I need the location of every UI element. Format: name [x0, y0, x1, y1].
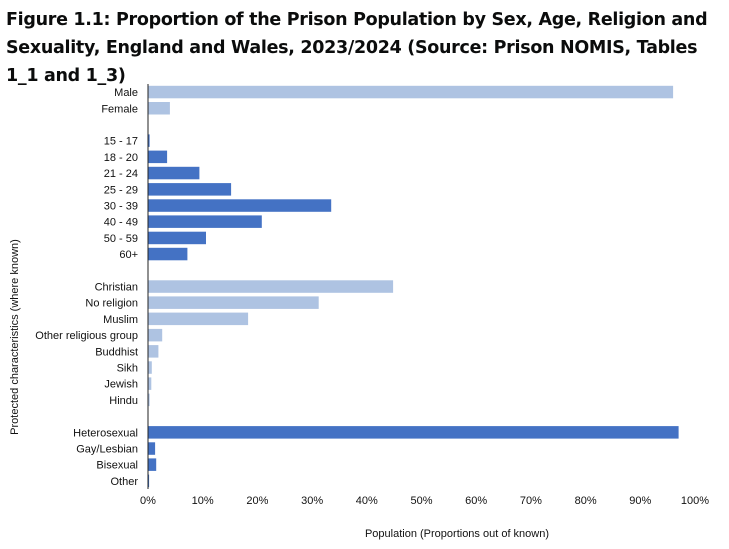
- x-axis-title: Population (Proportions out of known): [365, 528, 549, 540]
- y-tick-label-muslim: Muslim: [103, 314, 138, 326]
- y-tick-label-60: 60+: [119, 249, 138, 261]
- bar-male: [148, 85, 674, 99]
- bar-female: [148, 102, 170, 115]
- bar-christian: [148, 280, 394, 293]
- bar-buddhist: [148, 345, 159, 358]
- bar-gay-lesbian: [148, 442, 156, 455]
- bar-sikh: [148, 361, 152, 374]
- y-tick-label-female: Female: [101, 103, 138, 115]
- bar-18-20: [148, 150, 168, 164]
- x-tick-label-50pct: 50%: [410, 495, 432, 507]
- y-tick-label-christian: Christian: [95, 282, 138, 294]
- bar-no-religion: [148, 296, 319, 309]
- x-tick-label-40pct: 40%: [356, 495, 378, 507]
- bar-bisexual: [148, 458, 157, 471]
- x-tick-label-20pct: 20%: [246, 495, 268, 507]
- x-tick-label-70pct: 70%: [520, 495, 542, 507]
- y-tick-label-other: Other: [110, 476, 138, 488]
- bar-15-17: [148, 134, 150, 147]
- y-tick-label-heterosexual: Heterosexual: [73, 427, 138, 439]
- bar-hindu: [148, 393, 150, 407]
- y-tick-label-18-20: 18 - 20: [104, 152, 138, 164]
- y-tick-label-40-49: 40 - 49: [104, 217, 138, 229]
- bar-heterosexual: [148, 426, 679, 439]
- x-tick-label-30pct: 30%: [301, 495, 323, 507]
- y-tick-label-male: Male: [114, 87, 138, 99]
- x-tick-label-80pct: 80%: [575, 495, 597, 507]
- y-tick-label-bisexual: Bisexual: [96, 460, 138, 472]
- x-tick-label-0pct: 0%: [140, 495, 156, 507]
- bar-25-29: [148, 183, 232, 196]
- y-tick-label-50-59: 50 - 59: [104, 233, 138, 245]
- bar-30-39: [148, 199, 332, 212]
- x-tick-label-60pct: 60%: [465, 495, 487, 507]
- y-tick-label-hindu: Hindu: [109, 395, 138, 407]
- y-tick-label-30-39: 30 - 39: [104, 201, 138, 213]
- bar-jewish: [148, 377, 152, 390]
- bar-other-religious-group: [148, 328, 163, 342]
- y-tick-label-21-24: 21 - 24: [104, 168, 138, 180]
- bar-muslim: [148, 312, 249, 326]
- y-axis-title: Protected characteristics (where known): [9, 239, 21, 435]
- bar-50-59: [148, 231, 206, 245]
- y-tick-label-gay-lesbian: Gay/Lesbian: [76, 444, 138, 456]
- y-tick-label-buddhist: Buddhist: [95, 346, 138, 358]
- bar-21-24: [148, 166, 200, 180]
- chart-title: Figure 1.1: Proportion of the Prison Pop…: [6, 10, 708, 86]
- bar-60: [148, 247, 188, 261]
- bar-other: [148, 474, 150, 488]
- y-tick-label-jewish: Jewish: [104, 379, 138, 391]
- x-tick-label-10pct: 10%: [192, 495, 214, 507]
- bar-40-49: [148, 215, 262, 228]
- y-tick-label-other-religious-group: Other religious group: [35, 330, 138, 342]
- x-tick-label-100pct: 100%: [681, 495, 709, 507]
- y-tick-label-25-29: 25 - 29: [104, 184, 138, 196]
- x-tick-label-90pct: 90%: [629, 495, 651, 507]
- y-tick-label-sikh: Sikh: [117, 363, 138, 375]
- y-tick-label-no-religion: No religion: [85, 298, 138, 310]
- y-tick-label-15-17: 15 - 17: [104, 136, 138, 148]
